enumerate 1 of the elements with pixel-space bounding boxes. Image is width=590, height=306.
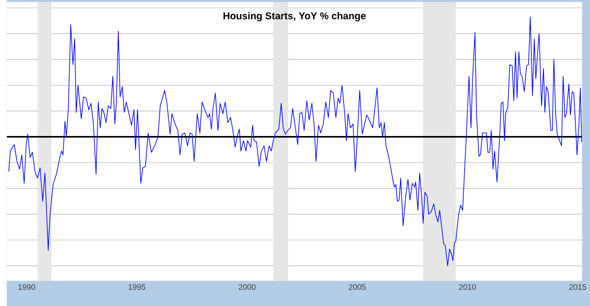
chart-title: Housing Starts, YoY % change: [224, 12, 366, 22]
